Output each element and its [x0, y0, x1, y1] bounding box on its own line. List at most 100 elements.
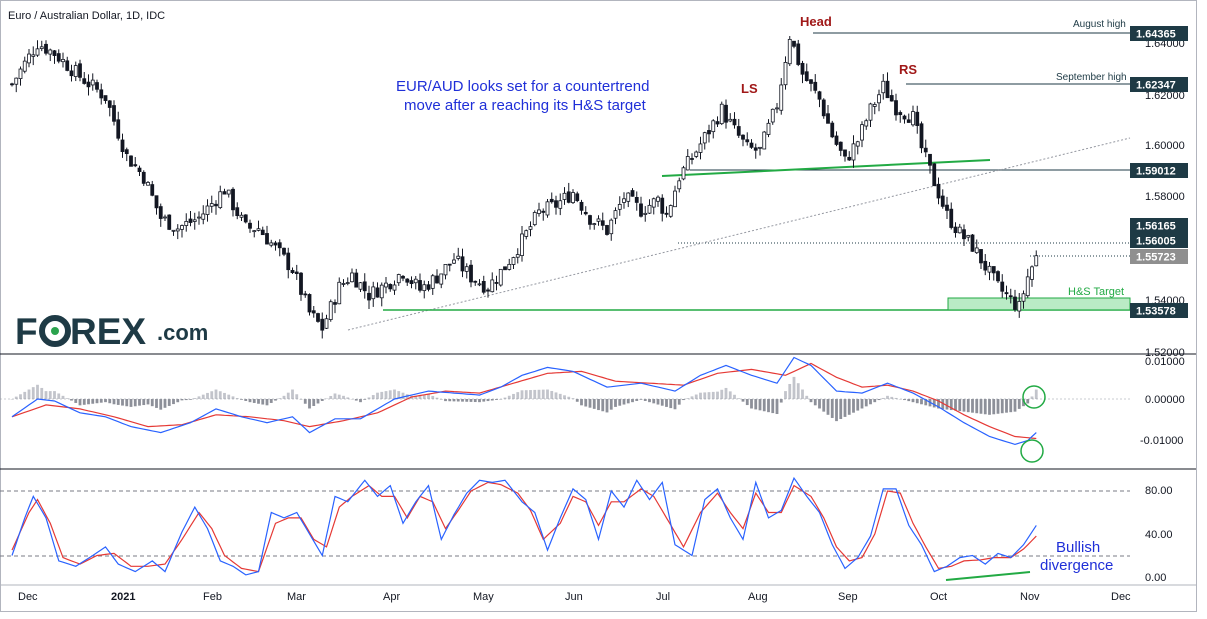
candle-down: [248, 222, 252, 229]
candle-down: [401, 275, 405, 279]
macd-hist-bar: [150, 399, 154, 407]
candle-up: [269, 242, 274, 246]
macd-hist-bar: [452, 399, 456, 402]
logo-o-circle: [39, 315, 71, 347]
svg-text:1.55723: 1.55723: [1136, 252, 1176, 264]
macd-hist-bar: [320, 399, 324, 401]
candle-down: [447, 263, 452, 266]
macd-hist-bar: [580, 399, 583, 406]
macd-hist-bar: [826, 399, 830, 415]
macd-hist-bar: [975, 399, 979, 414]
candle-up: [783, 62, 788, 86]
macd-hist-bar: [1030, 396, 1034, 399]
candle-down: [583, 211, 588, 215]
bullish-label: Bullish: [1056, 539, 1100, 556]
macd-hist-bar: [478, 399, 481, 403]
candle-down: [745, 139, 750, 143]
candle-up: [396, 274, 401, 284]
time-label: Dec: [1111, 591, 1131, 603]
macd-hist-bar: [775, 399, 779, 415]
candle-down: [588, 215, 592, 225]
macd-hist-bar: [388, 390, 392, 399]
candle-down: [141, 171, 146, 184]
macd-hist-bar: [996, 399, 1000, 414]
macd-hist-bar: [673, 399, 677, 410]
candle-up: [477, 283, 482, 286]
candle-down: [418, 280, 422, 291]
candle-down: [634, 197, 639, 203]
macd-hist-bar: [550, 390, 554, 399]
candle-up: [643, 212, 648, 215]
macd-hist-bar: [835, 399, 838, 422]
candle-up: [201, 213, 206, 220]
candle-up: [350, 272, 354, 283]
candle-down: [690, 158, 694, 160]
candle-up: [528, 226, 533, 230]
macd-hist-bar: [456, 399, 460, 402]
candle-down: [52, 50, 57, 56]
candle-up: [677, 180, 682, 190]
candle-down: [409, 280, 414, 285]
svg-text:1.59012: 1.59012: [1136, 166, 1176, 178]
svg-text:1.53578: 1.53578: [1136, 306, 1176, 318]
candle-up: [328, 301, 333, 320]
macd-hist-bar: [716, 391, 719, 399]
candle-up: [413, 278, 418, 284]
macd-axis: 0.01000 0.00000 -0.01000: [1140, 356, 1185, 447]
candle-down: [983, 260, 988, 271]
macd-hist-bar: [558, 393, 562, 399]
candle-up: [226, 189, 231, 195]
time-label: Oct: [930, 591, 947, 603]
macd-hist-bar: [941, 399, 945, 410]
macd-hist-bar: [707, 392, 711, 399]
candle-down: [222, 191, 227, 195]
macd-hist-bar: [210, 391, 214, 399]
macd-hist-bar: [694, 394, 698, 399]
macd-hist-bar: [852, 399, 855, 413]
macd-hist-bar: [469, 399, 473, 402]
macd-hist-bar: [23, 391, 27, 399]
candle-down: [86, 81, 91, 88]
macd-hist-bar: [129, 399, 133, 407]
macd-hist-bar: [720, 389, 724, 399]
candle-down: [299, 272, 303, 295]
candle-down: [813, 81, 818, 91]
candle-down: [243, 214, 248, 223]
candle-down: [549, 198, 554, 203]
time-axis: Dec 2021 Feb Mar Apr May Jun Jul Aug Sep…: [18, 591, 1131, 603]
candle-down: [333, 302, 337, 305]
time-label: Jun: [565, 591, 583, 603]
candle-up: [987, 265, 992, 273]
candle-up: [197, 216, 201, 219]
candle-up: [1030, 266, 1034, 280]
macd-hist-bar: [1009, 399, 1013, 413]
rs-label: RS: [899, 62, 917, 77]
head-label: Head: [800, 14, 832, 29]
macd-hist-bar: [860, 399, 864, 409]
macd-hist-bar: [839, 399, 843, 420]
candle-down: [889, 95, 894, 102]
macd-hist-bar: [537, 389, 541, 399]
macd-hist-bar: [116, 399, 120, 405]
candle-down: [962, 229, 966, 240]
macd-tick-label: 0.00000: [1145, 394, 1185, 406]
macd-hist-bar: [966, 399, 970, 413]
macd-hist-bar: [261, 399, 265, 405]
ls-label: LS: [741, 81, 758, 96]
candle-up: [685, 156, 690, 171]
candle-up: [452, 259, 456, 264]
macd-hist-bar: [363, 399, 367, 400]
price-tag-september-high: 1.62347: [1130, 77, 1188, 92]
candle-down: [919, 123, 924, 149]
candle-down: [732, 118, 737, 126]
macd-hist-bar: [605, 399, 609, 413]
candle-up: [855, 141, 860, 147]
macd-hist-bar: [269, 399, 273, 403]
macd-hist-bar: [189, 399, 192, 400]
candle-up: [22, 60, 27, 72]
candle-down: [69, 70, 74, 77]
candle-down: [107, 100, 112, 108]
macd-hist-bar: [979, 399, 983, 414]
macd-hist-bar: [1017, 399, 1021, 409]
